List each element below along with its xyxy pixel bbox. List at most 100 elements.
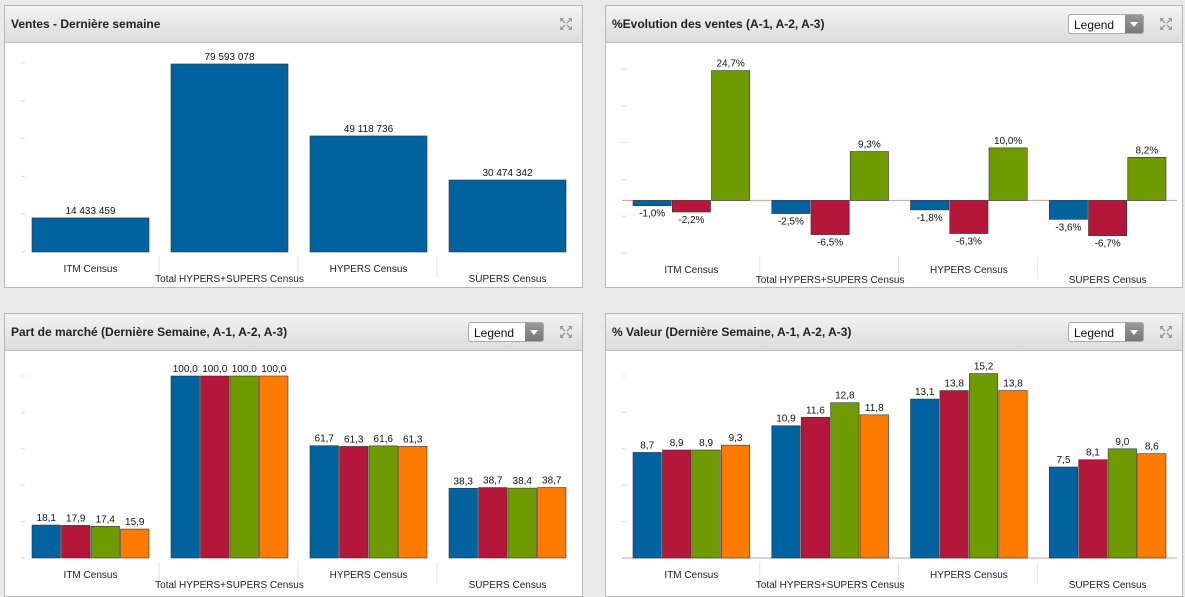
legend-dropdown-label: Legend <box>1074 18 1115 32</box>
data-label: 8,1 <box>1086 448 1100 459</box>
bar <box>229 375 259 559</box>
bar <box>170 375 200 559</box>
expand-icon[interactable] <box>558 16 574 32</box>
bar <box>810 200 850 235</box>
panel-title: Part de marché (Dernière Semaine, A-1, A… <box>11 325 288 339</box>
data-label: 9,3% <box>858 140 881 151</box>
bar <box>90 526 120 559</box>
bar <box>537 487 567 559</box>
bar <box>448 179 567 253</box>
x-tick-label: Total HYPERS+SUPERS Census <box>756 580 905 591</box>
panel-header: % Valeur (Dernière Semaine, A-1, A-2, A-… <box>606 314 1182 351</box>
data-label: 49 118 736 <box>344 124 394 135</box>
bar <box>671 200 711 213</box>
bar <box>939 390 969 559</box>
panel-header: %Evolution des ventes (A-1, A-2, A-3) Le… <box>606 6 1182 43</box>
bar <box>662 449 692 559</box>
x-tick-label: SUPERS Census <box>1069 580 1147 591</box>
data-label: 9,3 <box>729 433 743 444</box>
panel-ventes: Ventes - Dernière semaine 14 433 459 ITM … <box>4 5 583 288</box>
data-label: 61,6 <box>374 434 394 445</box>
data-label: 100,0 <box>173 364 198 375</box>
data-label: -1,8% <box>917 213 943 224</box>
data-label: 15,9 <box>125 517 145 528</box>
data-label: 17,9 <box>66 513 86 524</box>
expand-icon[interactable] <box>1158 16 1174 32</box>
data-label: 7,5 <box>1057 455 1071 466</box>
legend-dropdown-label: Legend <box>474 326 515 340</box>
data-label: 17,4 <box>96 514 116 525</box>
bar <box>398 446 428 559</box>
bar <box>711 70 751 201</box>
data-label: 14 433 459 <box>65 206 115 217</box>
bar <box>1137 453 1167 559</box>
bar <box>998 390 1028 559</box>
panel-header: Part de marché (Dernière Semaine, A-1, A… <box>5 314 582 351</box>
x-tick-label: SUPERS Census <box>469 580 547 591</box>
data-label: 61,3 <box>344 434 364 445</box>
data-label: 8,6 <box>1145 442 1159 453</box>
data-label: 8,2% <box>1135 145 1158 156</box>
data-label: -6,5% <box>817 238 843 249</box>
bar <box>1048 466 1078 559</box>
data-label: -1,0% <box>639 209 665 220</box>
data-label: 8,9 <box>670 438 684 449</box>
bar <box>910 398 940 559</box>
bar <box>1127 157 1167 201</box>
data-label: 100,0 <box>261 364 286 375</box>
bar <box>969 373 999 559</box>
legend-dropdown[interactable]: Legend <box>468 322 544 342</box>
bar <box>200 375 230 559</box>
legend-dropdown[interactable]: Legend <box>1068 14 1144 34</box>
bar <box>910 200 950 211</box>
x-tick-label: HYPERS Census <box>930 570 1008 581</box>
bar <box>632 200 672 206</box>
panel-valeur: % Valeur (Dernière Semaine, A-1, A-2, A-… <box>605 313 1183 597</box>
bar <box>632 452 662 559</box>
expand-icon[interactable] <box>1158 324 1174 340</box>
data-label: 10,0% <box>994 136 1022 147</box>
bar <box>120 528 150 559</box>
data-label: 8,7 <box>640 440 654 451</box>
bar <box>949 200 989 234</box>
bar <box>309 445 339 559</box>
bar <box>1107 448 1137 559</box>
x-tick-label: ITM Census <box>664 570 718 581</box>
panel-evolution: %Evolution des ventes (A-1, A-2, A-3) Le… <box>605 5 1183 288</box>
chart-valeur: 8,7 8,9 8,9 9,3 ITM Census 10,9 11,6 12,8 11,8 To… <box>622 362 1177 591</box>
legend-dropdown-label: Legend <box>1074 326 1115 340</box>
data-label: 12,8 <box>835 391 855 402</box>
data-label: 61,3 <box>403 434 423 445</box>
chevron-down-icon[interactable] <box>525 323 543 341</box>
bar <box>771 425 801 559</box>
data-label: 10,9 <box>776 414 796 425</box>
data-label: 8,9 <box>699 438 713 449</box>
chart-ventes: 14 433 459 ITM Census 79 593 078 Total HYPE… <box>21 52 567 285</box>
bar <box>1048 200 1088 220</box>
bar <box>988 147 1028 201</box>
data-label: 13,1 <box>915 387 935 398</box>
bar <box>448 487 478 559</box>
data-label: 61,7 <box>315 434 335 445</box>
legend-dropdown[interactable]: Legend <box>1068 322 1144 342</box>
data-label: 38,4 <box>513 476 533 487</box>
data-label: -6,3% <box>956 237 982 248</box>
x-tick-label: Total HYPERS+SUPERS Census <box>155 580 304 591</box>
data-label: 9,0 <box>1115 437 1129 448</box>
data-label: 100,0 <box>232 364 257 375</box>
bar <box>507 487 537 559</box>
chevron-down-icon[interactable] <box>1125 323 1143 341</box>
data-label: 11,6 <box>806 405 825 416</box>
bar <box>339 446 369 559</box>
data-label: -2,2% <box>678 215 704 226</box>
x-tick-label: SUPERS Census <box>1069 275 1147 286</box>
panel-title: Ventes - Dernière semaine <box>11 17 161 31</box>
chevron-down-icon[interactable] <box>1125 15 1143 33</box>
expand-icon[interactable] <box>558 324 574 340</box>
data-label: 13,8 <box>944 379 964 390</box>
bar <box>859 414 889 559</box>
data-label: 30 474 342 <box>482 168 532 179</box>
bar <box>478 487 508 559</box>
x-tick-label: ITM Census <box>664 265 718 276</box>
x-tick-label: Total HYPERS+SUPERS Census <box>756 275 905 286</box>
